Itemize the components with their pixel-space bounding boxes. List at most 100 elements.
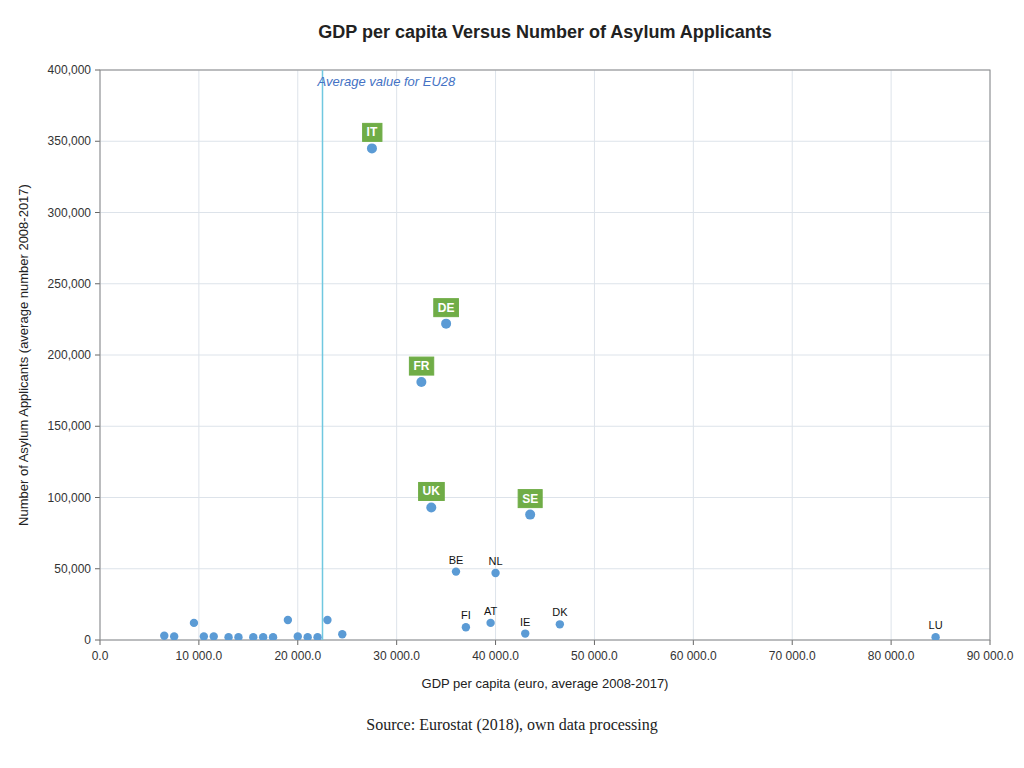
tick-label: 0 [84, 633, 91, 647]
tick [95, 141, 100, 142]
highlight-label: FR [409, 357, 433, 375]
grid-line [100, 141, 990, 142]
grid-line [100, 355, 990, 356]
point [416, 377, 426, 387]
tick-label: 40 000.0 [472, 649, 519, 663]
point [556, 620, 564, 628]
tick-label: 200,000 [48, 348, 92, 362]
point [234, 633, 242, 640]
grid-line [100, 568, 990, 569]
point [294, 632, 302, 640]
tick [693, 640, 694, 645]
point [462, 623, 470, 631]
grid-line [100, 497, 990, 498]
tick-label: 0.0 [92, 649, 109, 663]
point [931, 633, 939, 640]
x-axis-label: GDP per capita (euro, average 2008-2017) [422, 676, 669, 691]
tick-label: 30 000.0 [373, 649, 420, 663]
tick [95, 283, 100, 284]
point-label: IT [367, 125, 378, 139]
tick-label: 90 000.0 [967, 649, 1014, 663]
point [323, 616, 331, 624]
point-label: FR [413, 359, 429, 373]
point [452, 567, 460, 575]
label-box [363, 123, 382, 141]
tick-label: 250,000 [48, 277, 92, 291]
plot-frame [100, 70, 990, 640]
point [367, 143, 377, 153]
point [269, 633, 277, 640]
title: GDP per capita Versus Number of Asylum A… [318, 22, 771, 42]
tick-label: 300,000 [48, 206, 92, 220]
point [210, 632, 218, 640]
tick-label: 350,000 [48, 134, 92, 148]
tick [792, 640, 793, 645]
axes: 0.010 000.020 000.030 000.040 000.050 00… [48, 63, 1014, 663]
tick-label: 80 000.0 [868, 649, 915, 663]
tick-label: 70 000.0 [769, 649, 816, 663]
tick [100, 640, 101, 645]
tick-label: 100,000 [48, 491, 92, 505]
label-box [434, 299, 459, 317]
tick [594, 640, 595, 645]
tick [990, 640, 991, 645]
y-axis-label: Number of Asylum Applicants (average num… [16, 184, 31, 526]
tick [891, 640, 892, 645]
point-label: LU [929, 619, 943, 631]
point [303, 633, 311, 640]
point [525, 510, 535, 520]
tick-label: 50 000.0 [571, 649, 618, 663]
point-label: BE [449, 554, 464, 566]
highlight-label: IT [363, 123, 382, 141]
point [338, 630, 346, 638]
point-label: DK [552, 606, 568, 618]
point-label: FI [461, 609, 471, 621]
tick [297, 640, 298, 645]
tick-label: 50,000 [54, 562, 91, 576]
tick [95, 426, 100, 427]
tick [95, 212, 100, 213]
grid-line [100, 212, 990, 213]
point [160, 632, 168, 640]
tick [95, 70, 100, 71]
tick [396, 640, 397, 645]
chart: GDP per capita Versus Number of Asylum A… [0, 0, 1024, 768]
tick-label: 60 000.0 [670, 649, 717, 663]
tick [95, 355, 100, 356]
point [441, 319, 451, 329]
point-label: DE [438, 301, 455, 315]
highlight-label: DE [434, 299, 459, 317]
reference-label: Average value for EU28 [317, 74, 457, 89]
grid-line [100, 283, 990, 284]
grid [100, 70, 990, 640]
source: Source: Eurostat (2018), own data proces… [366, 716, 657, 734]
point [284, 616, 292, 624]
tick [95, 497, 100, 498]
point [170, 632, 178, 640]
point [521, 629, 529, 637]
point [313, 633, 321, 640]
tick-label: 150,000 [48, 419, 92, 433]
grid-line [100, 426, 990, 427]
point-label: IE [520, 616, 530, 628]
point [259, 633, 267, 640]
point-label: AT [484, 605, 498, 617]
tick-label: 400,000 [48, 63, 92, 77]
tick-label: 10 000.0 [176, 649, 223, 663]
point [249, 633, 257, 640]
point-label: UK [423, 484, 441, 498]
tick [95, 568, 100, 569]
tick [495, 640, 496, 645]
point [200, 632, 208, 640]
point-label: NL [489, 555, 503, 567]
point [491, 569, 499, 577]
label-box [419, 482, 445, 500]
point [486, 619, 494, 627]
point [426, 502, 436, 512]
reference-line [322, 70, 324, 640]
point-label: SE [522, 492, 538, 506]
highlight-label: SE [518, 490, 542, 508]
plot-area [160, 70, 940, 640]
highlight-label: UK [419, 482, 445, 500]
tick [95, 640, 100, 641]
